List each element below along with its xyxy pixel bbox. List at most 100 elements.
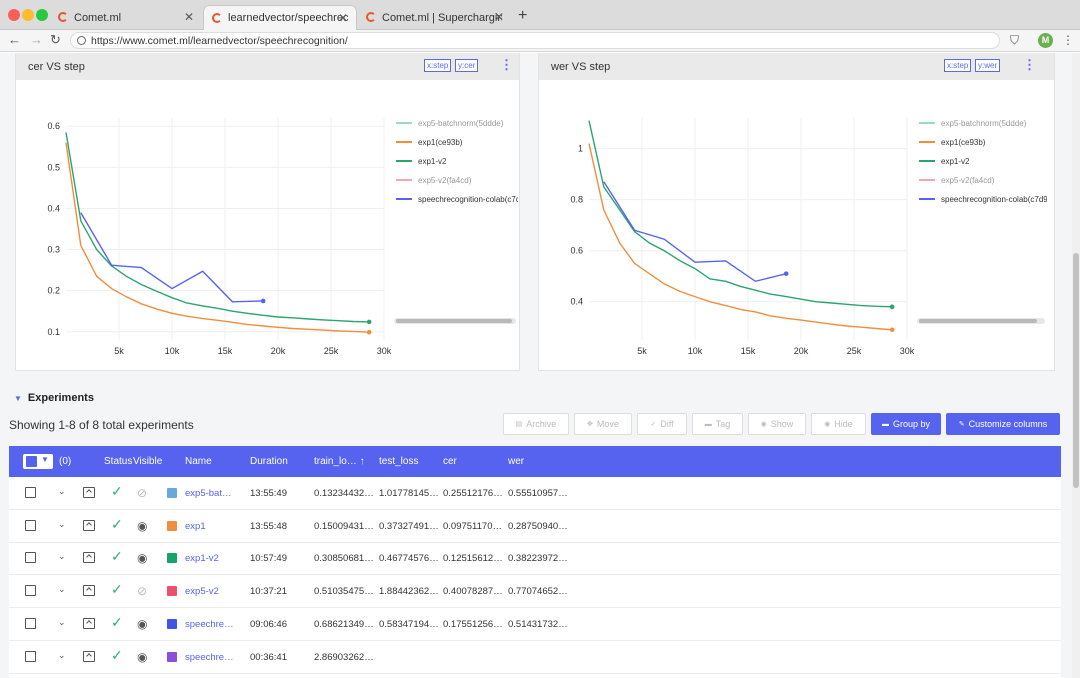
expand-chevron-icon[interactable]: ⌄ <box>58 518 66 529</box>
table-row[interactable]: ⌄ ✓ ◉ exp1 13:55:48 0.15009431… 0.37327491… 0.0… <box>9 510 1061 543</box>
panel-menu-icon[interactable]: ⋮ <box>1023 57 1036 72</box>
eye-icon[interactable]: ◉ <box>137 649 148 664</box>
eye-slash-icon[interactable]: ⊘ <box>137 486 148 500</box>
url-input[interactable]: https://www.comet.ml/learnedvector/speec… <box>70 32 1000 49</box>
experiment-name-link[interactable]: exp1 <box>185 520 206 532</box>
archive-row-icon[interactable] <box>83 552 95 564</box>
legend-item[interactable]: exp1-v2 <box>396 155 446 167</box>
scrollbar-thumb[interactable] <box>1073 253 1079 488</box>
archive-row-icon[interactable] <box>83 585 95 597</box>
close-tab-icon[interactable]: ✕ <box>183 10 194 24</box>
expand-chevron-icon[interactable]: ⌄ <box>58 486 66 496</box>
column-header-name[interactable]: Name <box>185 456 212 467</box>
experiments-section-toggle[interactable]: ▼ Experiments <box>14 392 94 404</box>
row-checkbox[interactable] <box>25 519 36 531</box>
wer-chart: 5k 10k 15k 20k 25k 30k 0.4 0.6 0.8 1 <box>570 118 915 356</box>
show-button[interactable]: ◉ Show <box>748 413 806 435</box>
experiment-color-swatch[interactable] <box>167 520 177 531</box>
table-row[interactable]: ⌄ ✓ ◉ speechre… 00:36:41 2.86903262… <box>9 641 1061 674</box>
minimize-window-button[interactable] <box>22 9 34 21</box>
column-header-wer[interactable]: wer <box>508 456 525 467</box>
experiment-color-swatch[interactable] <box>167 586 177 597</box>
select-all-dropdown[interactable]: ▼ <box>23 454 53 469</box>
customize-columns-button[interactable]: ✎ Customize columns <box>946 413 1060 435</box>
experiment-color-swatch[interactable] <box>167 553 177 564</box>
eye-icon[interactable]: ◉ <box>137 518 148 533</box>
column-header-test-loss[interactable]: test_loss <box>379 456 419 467</box>
pocket-icon[interactable]: ⛉ <box>1010 33 1020 47</box>
legend-item[interactable]: exp5-batchnorm(5ddde) <box>396 117 503 129</box>
legend-item[interactable]: exp1(ce93b) <box>919 136 985 148</box>
legend-scrollbar[interactable] <box>917 318 1045 324</box>
archive-button[interactable]: ▤ Archive <box>503 413 569 435</box>
reload-icon[interactable]: ↻ <box>50 32 61 47</box>
forward-arrow-icon[interactable]: → <box>30 32 43 47</box>
y-axis-chip[interactable]: y:cer <box>455 59 479 72</box>
row-checkbox[interactable] <box>25 585 36 597</box>
archive-row-icon[interactable] <box>83 487 95 498</box>
legend-scrollbar[interactable] <box>394 318 516 324</box>
archive-row-icon[interactable] <box>83 650 95 662</box>
experiment-name-link[interactable]: speechre… <box>185 651 234 663</box>
browser-menu-icon[interactable]: ⋮ <box>1062 33 1074 47</box>
experiment-color-swatch[interactable] <box>167 618 177 629</box>
eye-slash-icon[interactable]: ⊘ <box>137 584 148 599</box>
hide-button[interactable]: ◉ Hide <box>811 413 866 435</box>
row-checkbox[interactable] <box>25 487 36 498</box>
legend-item[interactable]: exp5-v2(fa4cd) <box>919 174 994 186</box>
move-button[interactable]: ✥ Move <box>574 413 632 435</box>
legend-item[interactable]: speechrecognition-colab(c7d9 <box>919 193 1047 205</box>
experiment-name-link[interactable]: exp5-bat… <box>185 488 232 499</box>
eye-icon[interactable]: ◉ <box>137 551 148 566</box>
experiment-color-swatch[interactable] <box>167 651 177 662</box>
profile-avatar[interactable]: M <box>1038 33 1053 48</box>
x-axis-chip[interactable]: x:step <box>424 59 452 72</box>
row-checkbox[interactable] <box>25 552 36 564</box>
site-info-icon[interactable] <box>77 36 86 45</box>
experiment-name-link[interactable]: exp1-v2 <box>185 553 219 565</box>
table-row[interactable]: ⌄ ✓ ◉ speechre… 09:06:46 0.68621349… 0.5834719… <box>9 608 1061 641</box>
close-window-button[interactable] <box>8 9 20 21</box>
legend-item[interactable]: exp1(ce93b) <box>396 136 462 148</box>
legend-item[interactable]: exp1-v2 <box>919 155 969 167</box>
archive-row-icon[interactable] <box>83 617 95 629</box>
select-all-checkbox[interactable] <box>26 456 37 467</box>
expand-chevron-icon[interactable]: ⌄ <box>58 584 66 595</box>
browser-tab-active[interactable]: learnedvector/speechrecognitio ✕ <box>203 5 357 30</box>
table-row[interactable]: ⌄ ✓ ◉ exp1-v2 10:57:49 0.30850681… 0.46774576…… <box>9 542 1061 576</box>
close-tab-icon[interactable]: ✕ <box>337 11 348 25</box>
legend-item[interactable]: exp5-v2(fa4cd) <box>396 174 471 186</box>
experiment-name-link[interactable]: speechre… <box>185 618 234 630</box>
expand-chevron-icon[interactable]: ⌄ <box>58 649 66 660</box>
column-header-status[interactable]: Status <box>104 456 133 467</box>
browser-tab[interactable]: Comet.ml ✕ <box>50 5 202 30</box>
y-axis-chip[interactable]: y:wer <box>975 59 1001 72</box>
legend-item[interactable]: exp5-batchnorm(5ddde) <box>919 117 1026 129</box>
expand-chevron-icon[interactable]: ⌄ <box>58 551 66 562</box>
legend-item[interactable]: speechrecognition-colab(c7d9 <box>396 193 518 205</box>
x-axis-chip[interactable]: x:step <box>944 59 972 72</box>
row-checkbox[interactable] <box>25 650 36 662</box>
eye-icon[interactable]: ◉ <box>137 616 148 631</box>
group-by-button[interactable]: ▬ Group by <box>871 413 941 435</box>
page-scrollbar[interactable] <box>1072 53 1080 678</box>
column-header-visible[interactable]: Visible <box>133 456 163 467</box>
tag-button[interactable]: ▬ Tag <box>692 413 743 435</box>
column-header-duration[interactable]: Duration <box>250 456 288 467</box>
close-tab-icon[interactable]: ✕ <box>493 10 504 24</box>
experiment-name-link[interactable]: exp5-v2 <box>185 586 219 598</box>
panel-menu-icon[interactable]: ⋮ <box>500 57 513 72</box>
archive-row-icon[interactable] <box>83 519 95 531</box>
experiment-color-swatch[interactable] <box>167 488 177 498</box>
back-arrow-icon[interactable]: ← <box>8 32 21 47</box>
row-checkbox[interactable] <box>25 617 36 629</box>
expand-chevron-icon[interactable]: ⌄ <box>58 616 66 627</box>
new-tab-icon[interactable]: + <box>518 7 528 24</box>
maximize-window-button[interactable] <box>36 9 48 21</box>
table-row[interactable]: ⌄ ✓ ⊘ exp5-v2 10:37:21 0.51035475… 1.88442362…… <box>9 575 1061 609</box>
browser-tab[interactable]: Comet.ml | Supercharging Machi ✕ <box>358 5 512 30</box>
diff-button[interactable]: ✓ Diff <box>637 413 687 435</box>
column-header-train-loss[interactable]: train_lo… ↑ <box>314 456 365 467</box>
column-header-cer[interactable]: cer <box>443 456 457 467</box>
table-row[interactable]: ⌄ ✓ ⊘ exp5-bat… 13:55:49 0.13234432… 1.0177814… <box>9 477 1061 510</box>
